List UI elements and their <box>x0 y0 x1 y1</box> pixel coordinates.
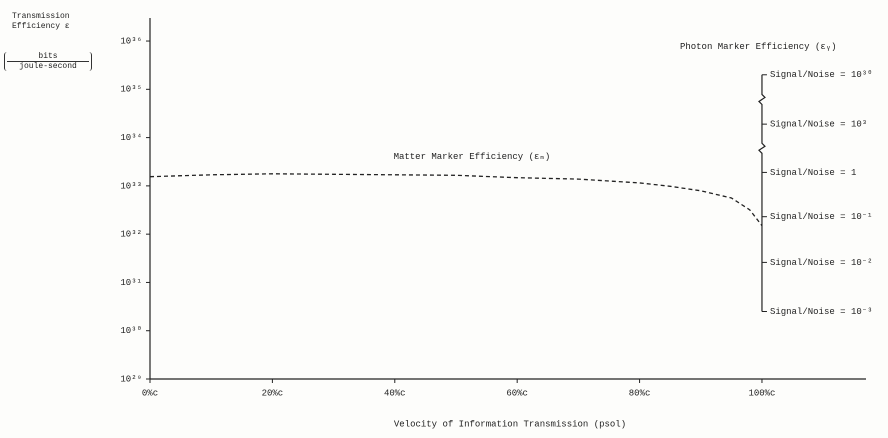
y-tick-label: 10³⁶ <box>120 36 142 46</box>
photon-marker-title: Photon Marker Efficiency (εᵧ) <box>680 42 837 52</box>
x-tick-label: 0%c <box>142 388 158 398</box>
x-tick-label: 40%c <box>384 388 406 398</box>
y-tick-label: 10³¹ <box>120 278 142 288</box>
y-unit: bits joule-second <box>4 52 92 71</box>
x-axis-label: Velocity of Information Transmission (ps… <box>394 419 626 429</box>
y-tick-label: 10³² <box>120 230 142 240</box>
photon-scale-line <box>758 74 766 312</box>
photon-marker-label: Signal/Noise = 10³ <box>770 120 867 130</box>
y-axis-label: Transmission Efficiency ε <box>12 12 70 31</box>
photon-marker-label: Signal/Noise = 10⁻² <box>770 258 873 268</box>
y-tick-label: 10³⁵ <box>120 85 142 95</box>
y-tick-label: 10³⁰ <box>120 326 142 336</box>
y-tick-label: 10²⁹ <box>120 374 142 384</box>
x-tick-label: 80%c <box>629 388 651 398</box>
series-label: Matter Marker Efficiency (εₘ) <box>394 152 551 162</box>
series-line <box>149 173 763 227</box>
photon-marker-label: Signal/Noise = 10⁻³ <box>770 307 873 317</box>
photon-marker-label: Signal/Noise = 10⁻¹ <box>770 212 873 222</box>
photon-marker-label: Signal/Noise = 10³⁰ <box>770 70 873 80</box>
x-tick-label: 20%c <box>262 388 284 398</box>
photon-marker-label: Signal/Noise = 1 <box>770 168 856 178</box>
x-tick-label: 100%c <box>748 388 775 398</box>
y-unit-denominator: joule-second <box>19 62 77 71</box>
y-unit-numerator: bits <box>7 52 89 62</box>
x-tick-label: 60%c <box>506 388 528 398</box>
y-tick-label: 10³⁴ <box>120 132 142 143</box>
y-tick-label: 10³³ <box>120 181 142 191</box>
